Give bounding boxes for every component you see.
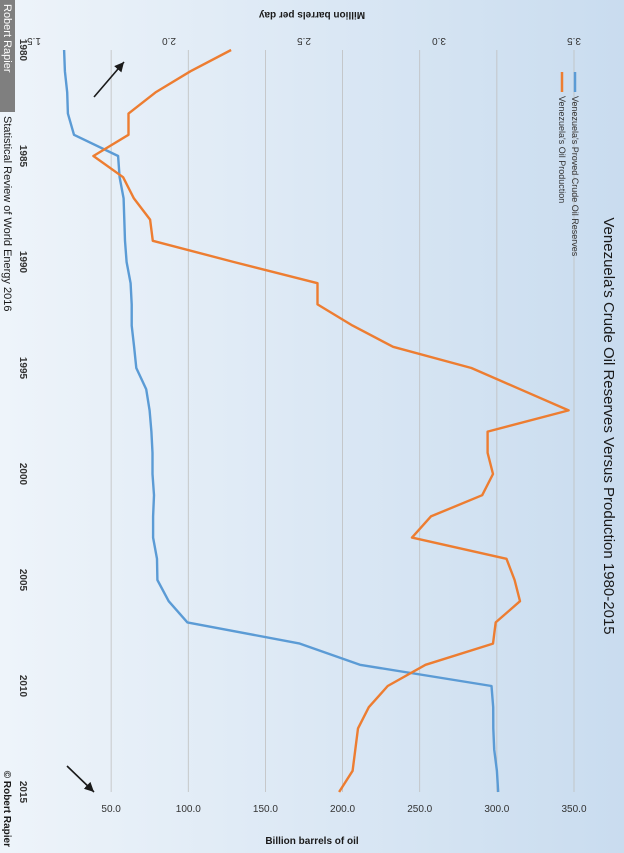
x-tick-label: 2005 xyxy=(17,569,28,592)
x-tick-label: 1995 xyxy=(17,357,28,380)
gridlines xyxy=(110,50,575,792)
y-left-tick-label: 100.0 xyxy=(176,804,201,815)
series-lines xyxy=(62,48,570,793)
chart-title: Venezuela's Crude Oil Reserves Versus Pr… xyxy=(600,217,617,634)
y-left-tick-label: 50.0 xyxy=(101,804,121,815)
y-left-tick-label: 250.0 xyxy=(407,804,432,815)
annotation-arrow-reserves xyxy=(93,61,125,98)
x-tick-label: 2015 xyxy=(17,781,28,804)
annotation-arrow-production xyxy=(66,765,95,793)
author-label: Robert Rapier xyxy=(1,4,13,73)
series-line-production xyxy=(92,48,570,793)
y-right-tick-label: 3.0 xyxy=(432,35,446,46)
y-left-tick-label: 350.0 xyxy=(561,804,586,815)
y-left-tick-label: 300.0 xyxy=(484,804,509,815)
x-tick-label: 1980 xyxy=(17,39,28,62)
author-label-box xyxy=(0,0,15,112)
y-right-tick-label: 2.0 xyxy=(162,35,176,46)
legend: Venezuela's Proved Crude Oil Reserves Ve… xyxy=(557,72,580,257)
source-label: Statistical Review of World Energy 2016 xyxy=(1,116,13,311)
y-right-tick-label: 1.5 xyxy=(27,35,41,46)
x-tick-label: 2010 xyxy=(17,675,28,698)
y-right-tick-label: 3.5 xyxy=(567,35,581,46)
copyright-label: © Robert Rapier xyxy=(1,771,12,847)
y-left-axis-title: Billion barrels of oil xyxy=(265,836,359,847)
legend-label-reserves: Venezuela's Proved Crude Oil Reserves xyxy=(570,96,580,257)
y-right-axis-title: Million barrels per day xyxy=(258,9,365,20)
legend-label-production: Venezuela's Oil Production xyxy=(557,96,567,203)
x-tick-label: 1990 xyxy=(17,251,28,274)
y-left-tick-label: 200.0 xyxy=(330,804,355,815)
y-left-tick-label: 150.0 xyxy=(253,804,278,815)
tick-labels: 50.0 100.0 150.0 200.0 250.0 300.0 350.0 1.5 2.0… xyxy=(17,35,587,815)
y-right-tick-label: 2.5 xyxy=(297,35,311,46)
x-tick-label: 1985 xyxy=(17,145,28,168)
x-tick-label: 2000 xyxy=(17,463,28,486)
